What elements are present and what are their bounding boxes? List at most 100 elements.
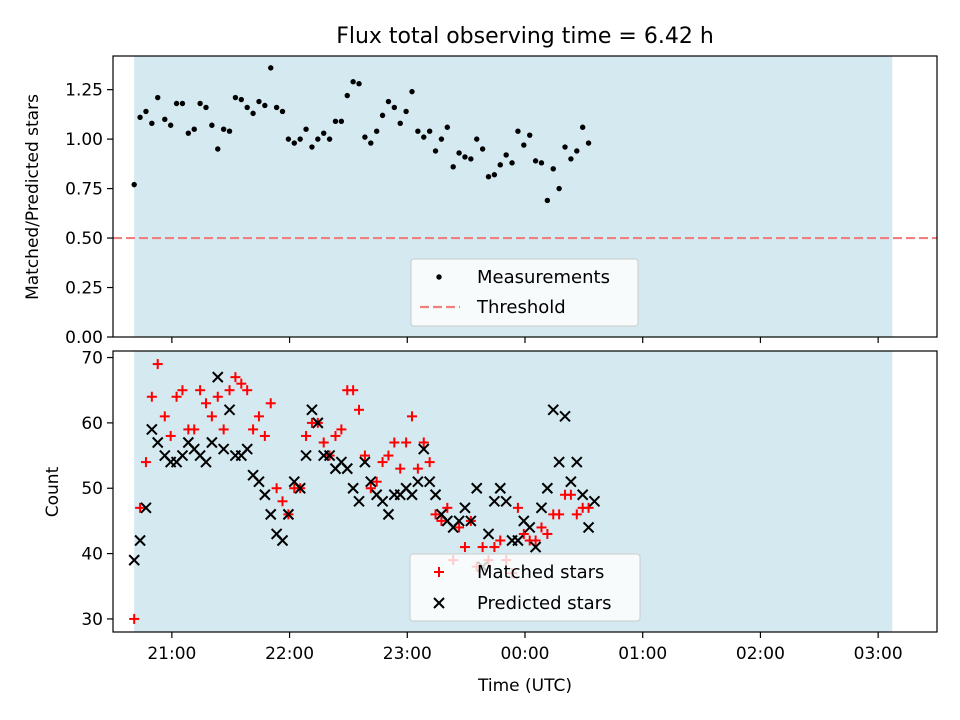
bottom-legend: Matched stars Predicted stars: [409, 553, 641, 622]
measurement-point: [421, 134, 427, 140]
matched-star-point: [265, 398, 276, 409]
matched-star-point: [542, 528, 553, 539]
matched-star-point: [371, 476, 382, 487]
matched-star-point: [177, 385, 188, 396]
measurement-point: [497, 162, 503, 168]
measurement-point: [579, 124, 586, 130]
matched-star-point: [430, 509, 441, 520]
measurement-point: [397, 120, 403, 126]
matched-star-point: [459, 542, 470, 553]
top-legend-box: [410, 258, 639, 327]
measurement-point: [155, 94, 161, 101]
predicted-star-point: [140, 502, 152, 514]
measurement-point: [297, 136, 303, 142]
measurement-point: [379, 112, 386, 119]
matched-star-point: [242, 385, 253, 396]
predicted-star-point: [588, 495, 601, 508]
predicted-star-point: [206, 436, 218, 449]
matched-star-point: [159, 411, 170, 422]
measurement-point: [509, 160, 515, 166]
predicted-star-point: [547, 404, 559, 416]
predicted-star-point: [453, 515, 465, 527]
measurement-point: [250, 110, 256, 117]
measurement-points: [131, 65, 592, 204]
matched-star-point: [253, 411, 264, 422]
measurement-point: [503, 152, 509, 158]
y-tick-label: 0.75: [65, 180, 103, 200]
predicted-star-point: [134, 534, 146, 547]
measurement-point: [179, 100, 186, 107]
measurement-point: [191, 126, 197, 132]
measurement-point: [285, 136, 292, 142]
bottom-y-label: Count: [43, 466, 63, 517]
measurement-point: [532, 158, 539, 164]
legend-threshold-label: Threshold: [476, 297, 566, 318]
x-tick-label: 23:00: [383, 644, 432, 664]
predicted-star-point: [276, 534, 289, 547]
predicted-star-point: [200, 456, 212, 468]
measurement-point: [479, 146, 486, 152]
measurement-point: [362, 134, 368, 140]
matched-star-point: [365, 483, 376, 494]
matched-star-point: [354, 404, 365, 415]
legend-predicted-label: Predicted stars: [477, 593, 611, 614]
top-legend: Measurements Threshold: [410, 258, 639, 327]
predicted-star-point: [152, 436, 164, 449]
matched-star-point: [259, 430, 270, 441]
predicted-star-point: [265, 508, 277, 521]
measurement-point: [173, 100, 180, 107]
predicted-star-point: [553, 456, 565, 468]
matched-star-point: [530, 535, 541, 546]
predicted-star-point: [359, 456, 371, 468]
predicted-star-point: [559, 410, 571, 423]
matched-star-point: [301, 430, 312, 441]
measurement-point: [585, 140, 592, 146]
predicted-star-point: [212, 371, 224, 383]
measurement-point: [562, 144, 568, 150]
predicted-star-point: [353, 495, 365, 508]
predicted-star-point: [406, 489, 418, 501]
measurement-point: [432, 148, 439, 154]
matched-star-point: [406, 411, 417, 422]
y-tick-label: 1.25: [65, 81, 103, 101]
predicted-star-point: [500, 495, 512, 508]
predicted-star-point: [176, 449, 189, 462]
measurement-point: [226, 128, 233, 134]
measurement-point: [356, 81, 362, 87]
predicted-star-point: [347, 482, 359, 494]
matched-star-point: [230, 372, 241, 383]
measurement-point: [244, 104, 250, 111]
predicted-star-point: [423, 475, 436, 488]
measurement-point: [332, 118, 339, 125]
matched-star-point: [495, 535, 506, 546]
predicted-star-point: [300, 449, 312, 462]
matched-star-point: [277, 496, 288, 507]
matched-star-point: [583, 502, 594, 513]
measurement-point: [232, 94, 239, 101]
measurement-point: [544, 197, 551, 204]
matched-star-point: [477, 542, 488, 553]
measurement-point: [309, 144, 315, 150]
measurement-point: [220, 126, 227, 132]
measurement-point: [185, 130, 192, 136]
matched-star-point: [248, 424, 259, 435]
y-tick-label: 0.25: [65, 279, 103, 299]
y-tick-label: 40: [81, 545, 103, 565]
matched-star-point: [418, 437, 429, 448]
predicted-star-point: [488, 495, 501, 508]
measurement-point: [574, 148, 580, 154]
top-y-label: Matched/Predicted stars: [23, 94, 43, 300]
predicted-star-point: [571, 456, 583, 468]
measurement-point: [162, 116, 168, 123]
measurement-point: [215, 146, 221, 152]
predicted-star-point: [365, 475, 377, 488]
measurement-point: [485, 174, 492, 180]
measurement-point: [385, 98, 392, 105]
predicted-star-point: [565, 475, 577, 488]
x-tick-label: 03:00: [854, 644, 903, 664]
measurement-point: [273, 104, 280, 111]
predicted-star-point: [241, 443, 253, 455]
legend-matched-marker: [434, 567, 444, 577]
y-tick-label: 30: [81, 610, 103, 630]
